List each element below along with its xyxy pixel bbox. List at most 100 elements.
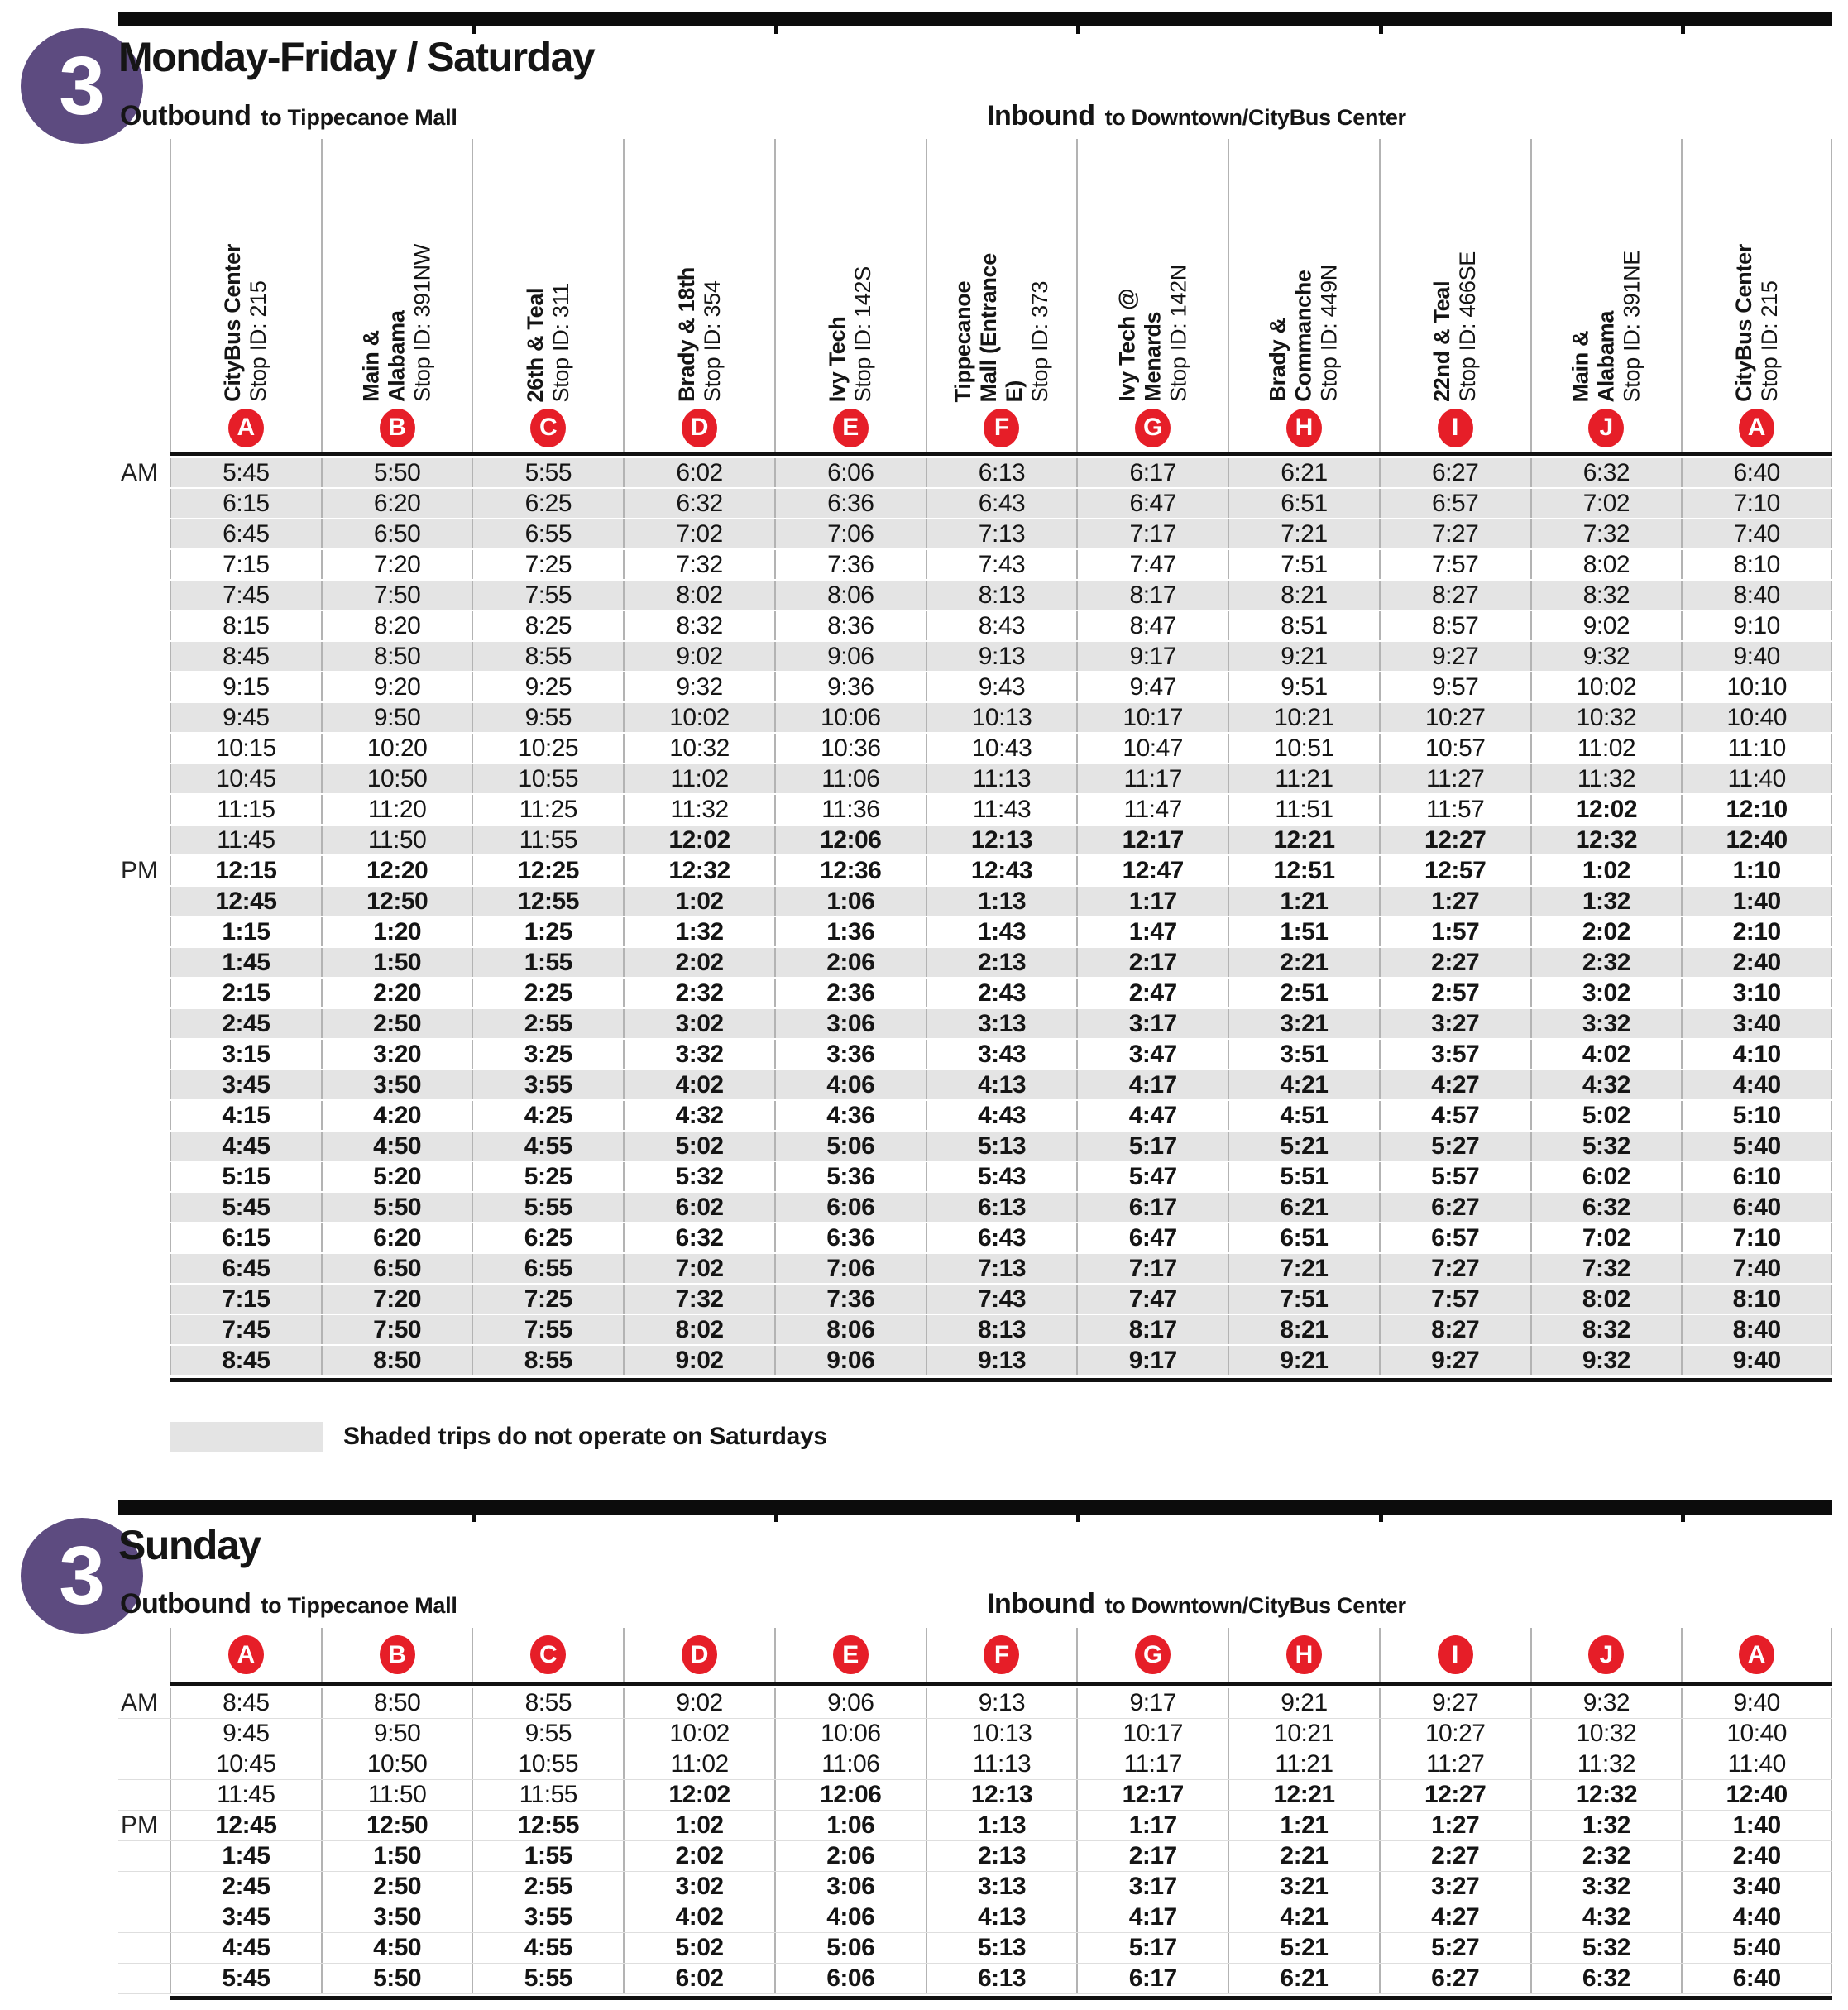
letter-cell: A (170, 404, 321, 452)
time-cell: 5:36 (773, 1162, 926, 1191)
time-row: 3:15 3:20 3:25 3:32 3:36 3:43 3:47 3:51 3:57 4:02… (118, 1040, 1832, 1070)
time-cell: 3:45 (170, 1070, 321, 1099)
time-cell: 12:17 (1076, 826, 1228, 854)
time-cell: 7:45 (170, 581, 321, 610)
letter-cell: C (472, 1628, 623, 1682)
time-cell: 3:57 (1378, 1040, 1530, 1069)
time-cell: 10:32 (623, 734, 774, 763)
time-cell: 9:02 (1530, 611, 1682, 640)
time-cell: 3:20 (320, 1040, 472, 1069)
time-cell: 1:27 (1378, 1811, 1530, 1840)
time-cell: 3:02 (1530, 979, 1682, 1007)
time-cell: 2:40 (1681, 948, 1832, 977)
stop-header-cell: 22nd & Teal Stop ID: 466SE (1378, 139, 1530, 404)
time-cell: 4:21 (1228, 1902, 1379, 1932)
header-rule (170, 452, 1832, 456)
time-cell: 12:51 (1228, 856, 1379, 885)
time-cell: 6:13 (925, 1193, 1077, 1222)
time-cell: 11:25 (472, 795, 623, 824)
time-cell: 10:50 (320, 1749, 472, 1779)
time-cell: 9:40 (1681, 642, 1832, 671)
stop-header-cell: CityBus Center Stop ID: 215 (170, 139, 321, 404)
period-label (118, 1933, 170, 1963)
time-row: 8:45 8:50 8:55 9:02 9:06 9:13 9:17 9:21 9:27 9:32… (118, 642, 1832, 672)
direction-outbound: Outbound to Tippecanoe Mall (120, 100, 457, 132)
time-cell: 7:21 (1228, 519, 1379, 548)
time-row: 8:45 8:50 8:55 9:02 9:06 9:13 9:17 9:21 9:27 9:32… (118, 1346, 1832, 1376)
time-cell: 3:02 (623, 1009, 774, 1038)
time-cell: 11:02 (623, 764, 774, 793)
stop-letter-badge: D (682, 408, 718, 447)
time-row: 2:45 2:50 2:55 3:02 3:06 3:13 3:17 3:21 3:27 3:32… (118, 1872, 1832, 1902)
time-cell: 7:36 (773, 550, 926, 579)
stop-letter-badge: H (1285, 1635, 1322, 1674)
direction-inbound: Inbound to Downtown/CityBus Center (987, 100, 1406, 132)
time-cell: 10:45 (170, 1749, 321, 1779)
letter-cell: D (623, 1628, 774, 1682)
time-cell: 3:47 (1076, 1040, 1228, 1069)
stop-name: Ivy Tech @ Menards (1114, 289, 1166, 402)
time-cell: 12:47 (1076, 856, 1228, 885)
time-cell: 5:50 (320, 1193, 472, 1222)
period-label (118, 1254, 170, 1283)
period-label (118, 519, 170, 548)
time-cell: 10:17 (1076, 703, 1228, 732)
stop-id: Stop ID: 373 (1027, 280, 1052, 403)
time-cell: 3:55 (472, 1902, 623, 1932)
stop-id: Stop ID: 391NE (1619, 250, 1645, 402)
time-cell: 7:40 (1681, 1254, 1832, 1283)
direction-row: Outbound to Tippecanoe Mall Inbound to Dow… (120, 1582, 1832, 1620)
stop-letter-badge: F (984, 1635, 1020, 1674)
time-cell: 8:10 (1681, 550, 1832, 579)
time-cell: 6:36 (773, 489, 926, 518)
time-cell: 4:13 (925, 1070, 1077, 1099)
time-cell: 1:40 (1681, 887, 1832, 916)
time-cell: 8:55 (472, 642, 624, 671)
time-cell: 8:06 (773, 1315, 926, 1344)
time-cell: 5:40 (1681, 1933, 1832, 1963)
stop-letter-badge: J (1588, 1635, 1625, 1674)
bar-tick (1379, 1515, 1383, 1522)
period-label (118, 1162, 170, 1191)
time-cell: 9:10 (1681, 611, 1832, 640)
time-cell: 12:21 (1228, 1780, 1379, 1810)
time-row: 9:45 9:50 9:55 10:02 10:06 10:13 10:17 10:21 10:… (118, 703, 1832, 734)
time-cell: 5:45 (170, 458, 321, 487)
time-cell: 5:32 (623, 1162, 774, 1191)
time-cell: 11:55 (472, 1780, 623, 1810)
time-cell: 3:02 (623, 1872, 774, 1902)
time-cell: 2:32 (623, 979, 774, 1007)
header-rule (170, 1682, 1832, 1686)
time-cell: 1:57 (1378, 917, 1530, 946)
time-cell: 3:13 (925, 1872, 1077, 1902)
time-cell: 1:45 (170, 948, 321, 977)
stop-header-rotated: CityBus Center Stop ID: 215 (220, 244, 271, 402)
time-cell: 2:21 (1228, 1841, 1379, 1871)
period-label (118, 1070, 170, 1099)
time-cell: 10:02 (1530, 672, 1682, 701)
time-cell: 8:36 (773, 611, 926, 640)
time-cell: 10:20 (320, 734, 472, 763)
time-cell: 9:47 (1076, 672, 1228, 701)
period-label (118, 672, 170, 701)
stop-id: Stop ID: 142N (1166, 265, 1191, 402)
bar-tick (1076, 26, 1080, 34)
time-row: 10:15 10:20 10:25 10:32 10:36 10:43 10:47 10:51… (118, 734, 1832, 764)
time-cell: 3:06 (773, 1872, 926, 1902)
time-cell: 5:25 (472, 1162, 623, 1191)
time-cell: 11:57 (1378, 795, 1530, 824)
time-cell: 11:40 (1681, 1749, 1832, 1779)
time-cell: 3:55 (472, 1070, 624, 1099)
stop-header-rotated: Tippecanoe Mall (Entrance E) Stop ID: 373 (950, 253, 1053, 402)
time-cell: 9:13 (925, 642, 1077, 671)
stop-letter-badge: G (1135, 408, 1171, 447)
inbound-label: Inbound (987, 1588, 1095, 1620)
stop-header-cell: Tippecanoe Mall (Entrance E) Stop ID: 373 (925, 139, 1077, 404)
stop-id: Stop ID: 311 (548, 282, 573, 403)
time-cell: 6:15 (170, 489, 321, 518)
legend-shade-swatch (170, 1422, 323, 1452)
time-cell: 3:50 (320, 1902, 472, 1932)
time-cell: 5:45 (170, 1193, 321, 1222)
time-cell: 1:25 (472, 917, 623, 946)
